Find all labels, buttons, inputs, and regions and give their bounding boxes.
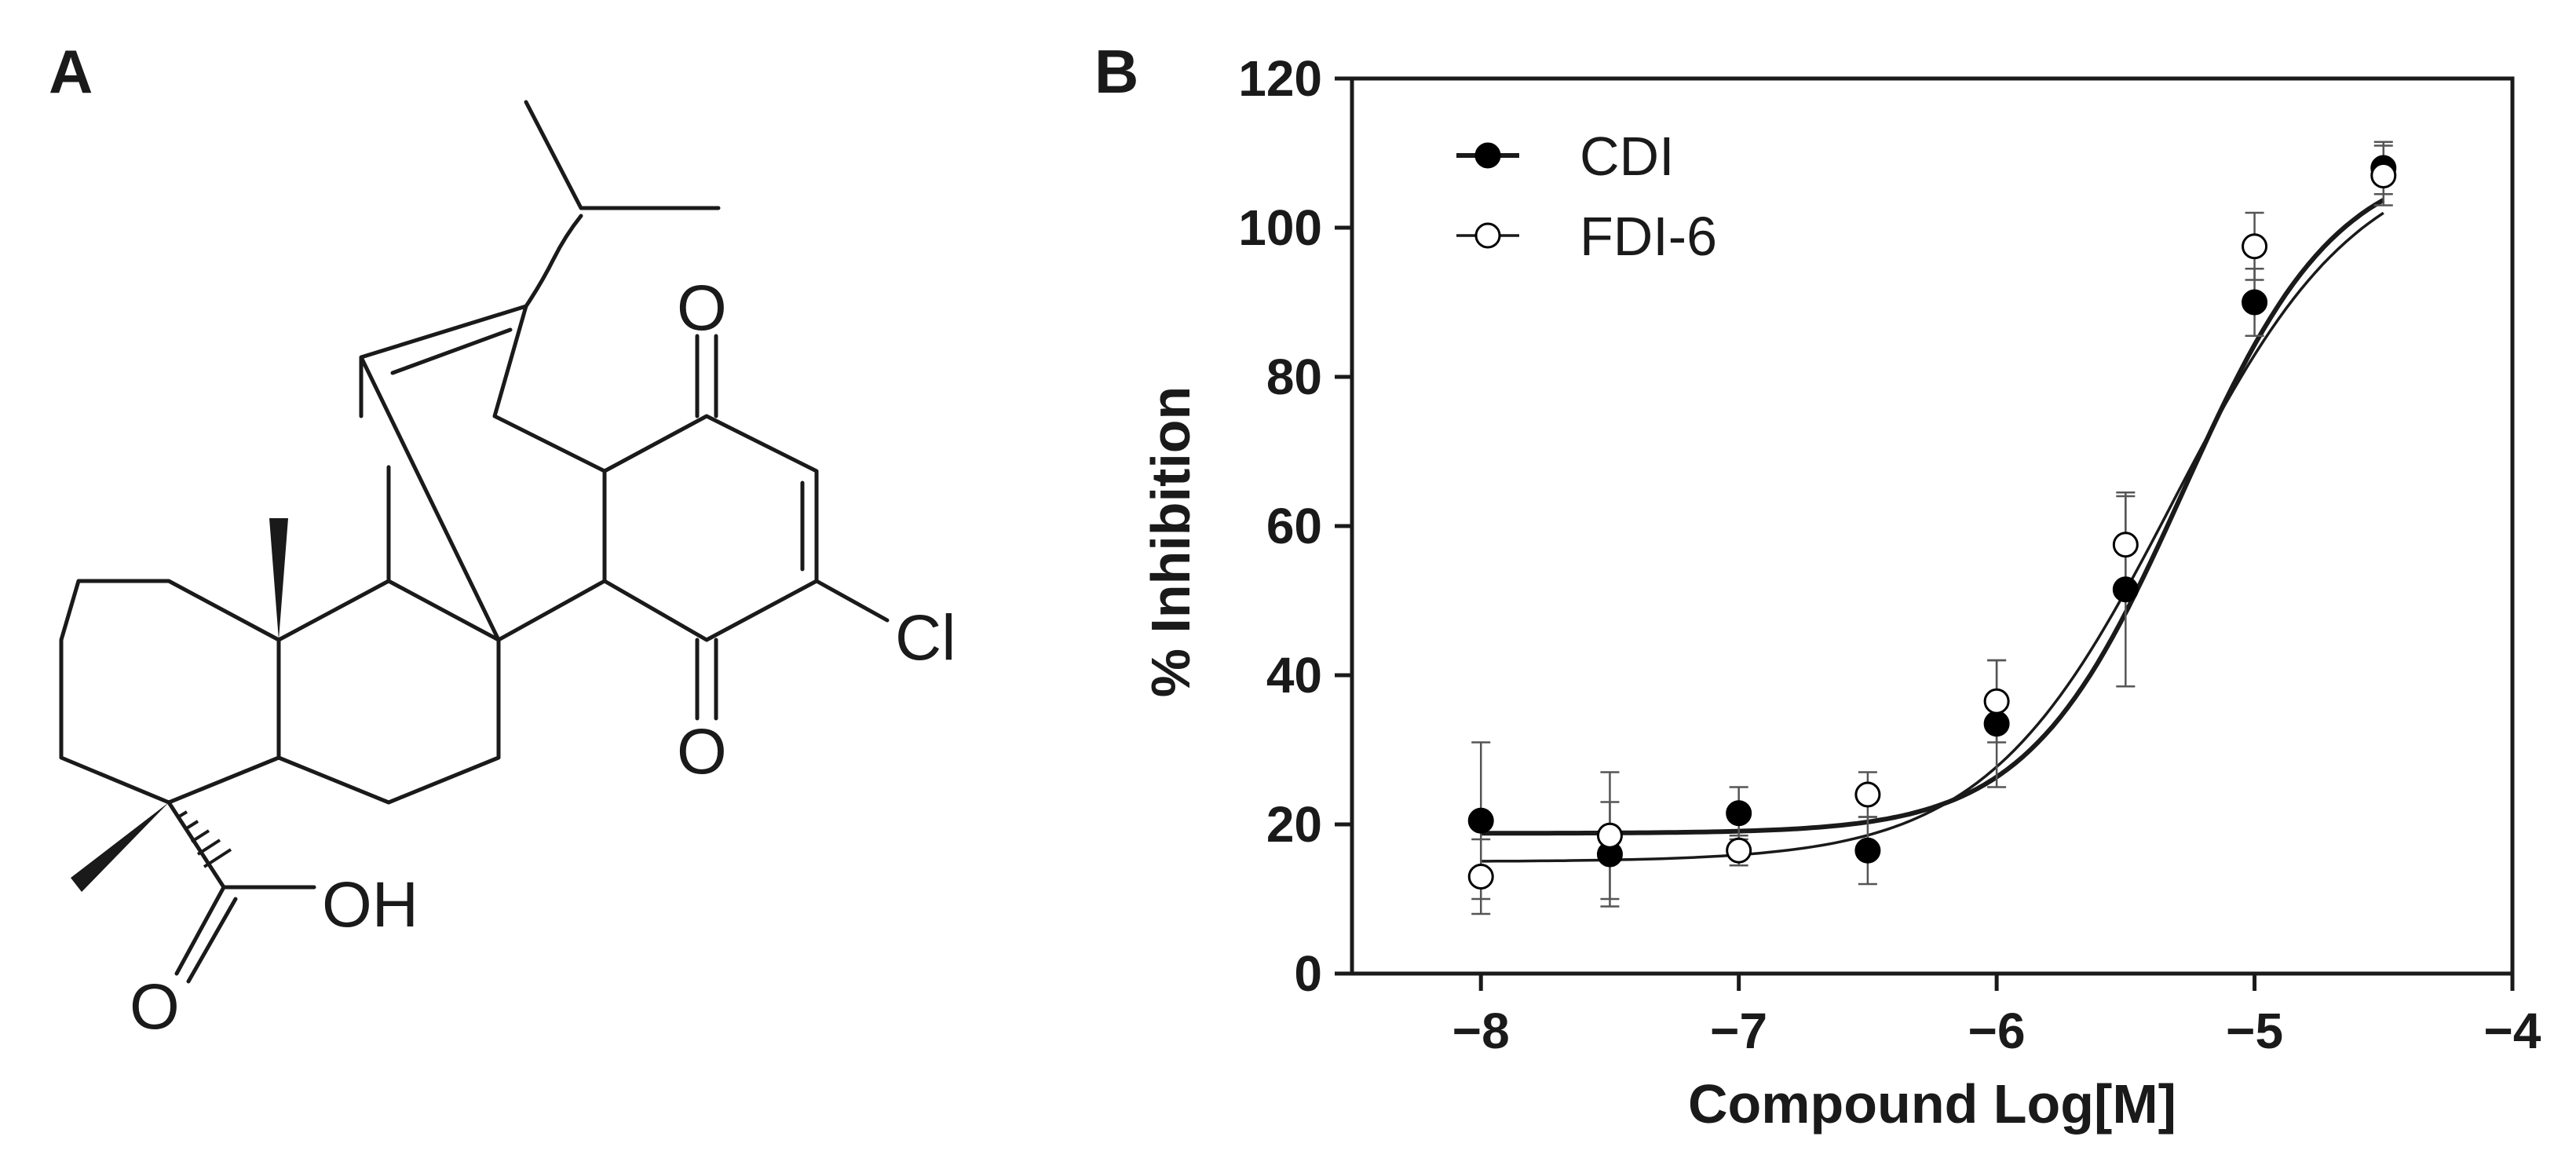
x-axis-label: Compound Log[M] — [1688, 1073, 2176, 1135]
legend-label-fdi-6: FDI-6 — [1580, 206, 1717, 267]
marker-cdi — [2242, 289, 2268, 316]
marker-fdi-6 — [1854, 781, 1881, 808]
marker-fdi-6 — [2370, 163, 2397, 188]
marker-fdi-6 — [2242, 233, 2268, 260]
y-tick-label: 80 — [1266, 349, 1322, 405]
atom-oh: OH — [322, 869, 418, 941]
marker-fdi-6 — [1596, 822, 1623, 849]
ring-b — [276, 579, 501, 805]
plot-border — [1350, 76, 2515, 976]
atom-o-acid: O — [130, 971, 180, 1043]
x-axis: −8 −7 −6 −5 −4 — [1452, 974, 2541, 1059]
marker-fdi-6 — [1983, 688, 2010, 714]
marker-fdi-6 — [1726, 837, 1752, 864]
y-axis-label: % Inhibition — [1140, 386, 1201, 698]
marker-cdi — [1854, 837, 1881, 864]
y-tick-label: 100 — [1238, 199, 1322, 256]
ring-c — [386, 465, 607, 642]
marker-cdi — [1983, 711, 2010, 737]
y-tick-label: 40 — [1266, 647, 1322, 703]
x-tick-label: −5 — [2226, 1003, 2283, 1059]
fit-curves — [1481, 198, 2385, 863]
legend-marker-cdi — [1474, 142, 1501, 169]
data-markers — [1467, 155, 2397, 890]
marker-fdi-6 — [2112, 532, 2139, 558]
bridge — [359, 304, 607, 642]
fit-curve-fdi-6 — [1481, 211, 2384, 863]
atom-cl: Cl — [895, 602, 955, 674]
chemical-structure: O O Cl OH O — [59, 100, 955, 1043]
panel-label-a: A — [49, 37, 93, 106]
panel-label-b: B — [1094, 37, 1139, 106]
x-tick-label: −4 — [2484, 1003, 2541, 1059]
ring-a — [59, 579, 281, 805]
x-tick-label: −8 — [1452, 1003, 1510, 1059]
marker-cdi — [1726, 800, 1752, 827]
atom-o-bottom: O — [677, 716, 727, 787]
x-tick-label: −7 — [1710, 1003, 1767, 1059]
quinone-ring — [602, 414, 819, 642]
marker-fdi-6 — [1467, 864, 1494, 890]
plot-frame — [1350, 76, 2515, 976]
y-axis: 0 20 40 60 80 100 120 — [1238, 50, 1352, 1002]
y-tick-label: 60 — [1266, 498, 1322, 554]
marker-cdi — [2112, 576, 2139, 603]
atom-o-top: O — [677, 272, 727, 344]
marker-cdi — [1467, 807, 1494, 834]
y-tick-label: 20 — [1266, 796, 1322, 853]
legend: CDI FDI-6 — [1456, 126, 1717, 267]
x-tick-label: −6 — [1968, 1003, 2026, 1059]
fit-curve-cdi — [1481, 198, 2385, 836]
legend-label-cdi: CDI — [1580, 126, 1675, 187]
y-tick-label: 120 — [1238, 50, 1322, 107]
legend-marker-fdi-6 — [1474, 222, 1501, 249]
y-tick-label: 0 — [1294, 945, 1322, 1002]
